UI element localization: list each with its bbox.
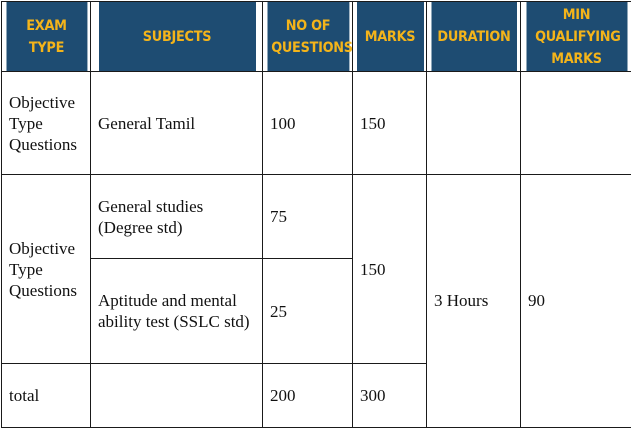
header-subjects: SUBJECTS bbox=[97, 2, 255, 72]
cell-questions: 100 bbox=[263, 72, 353, 175]
cell-exam-type: Objective Type Questions bbox=[2, 72, 91, 175]
cell-min-marks: 90 bbox=[521, 175, 631, 428]
table-row-paper1: Objective Type Questions General Tamil 1… bbox=[2, 72, 631, 175]
cell-questions: 25 bbox=[263, 259, 353, 364]
header-no-of-questions: NO OF QUESTIONS bbox=[266, 2, 349, 72]
cell-total-marks: 300 bbox=[353, 364, 427, 428]
header-row: EXAM TYPE SUBJECTS NO OF QUESTIONS MARKS… bbox=[2, 2, 631, 72]
cell-total-label: total bbox=[2, 364, 91, 428]
cell-subject: Aptitude and mental ability test (SSLC s… bbox=[91, 259, 263, 364]
header-marks: MARKS bbox=[355, 2, 423, 72]
header-exam-type: EXAM TYPE bbox=[5, 2, 87, 72]
header-duration: DURATION bbox=[430, 2, 516, 72]
table-row-paper2-a: Objective Type Questions General studies… bbox=[2, 175, 631, 259]
cell-subject: General studies (Degree std) bbox=[91, 175, 263, 259]
cell-questions: 75 bbox=[263, 175, 353, 259]
cell-duration-empty bbox=[427, 72, 521, 175]
cell-marks: 150 bbox=[353, 72, 427, 175]
cell-marks: 150 bbox=[353, 175, 427, 364]
cell-total-subject-empty bbox=[91, 364, 263, 428]
cell-subject: General Tamil bbox=[91, 72, 263, 175]
cell-total-questions: 200 bbox=[263, 364, 353, 428]
cell-min-marks-empty bbox=[521, 72, 631, 175]
cell-duration: 3 Hours bbox=[427, 175, 521, 428]
header-min-qualifying-marks: MIN QUALIFYING MARKS bbox=[525, 2, 627, 72]
cell-exam-type: Objective Type Questions bbox=[2, 175, 91, 364]
